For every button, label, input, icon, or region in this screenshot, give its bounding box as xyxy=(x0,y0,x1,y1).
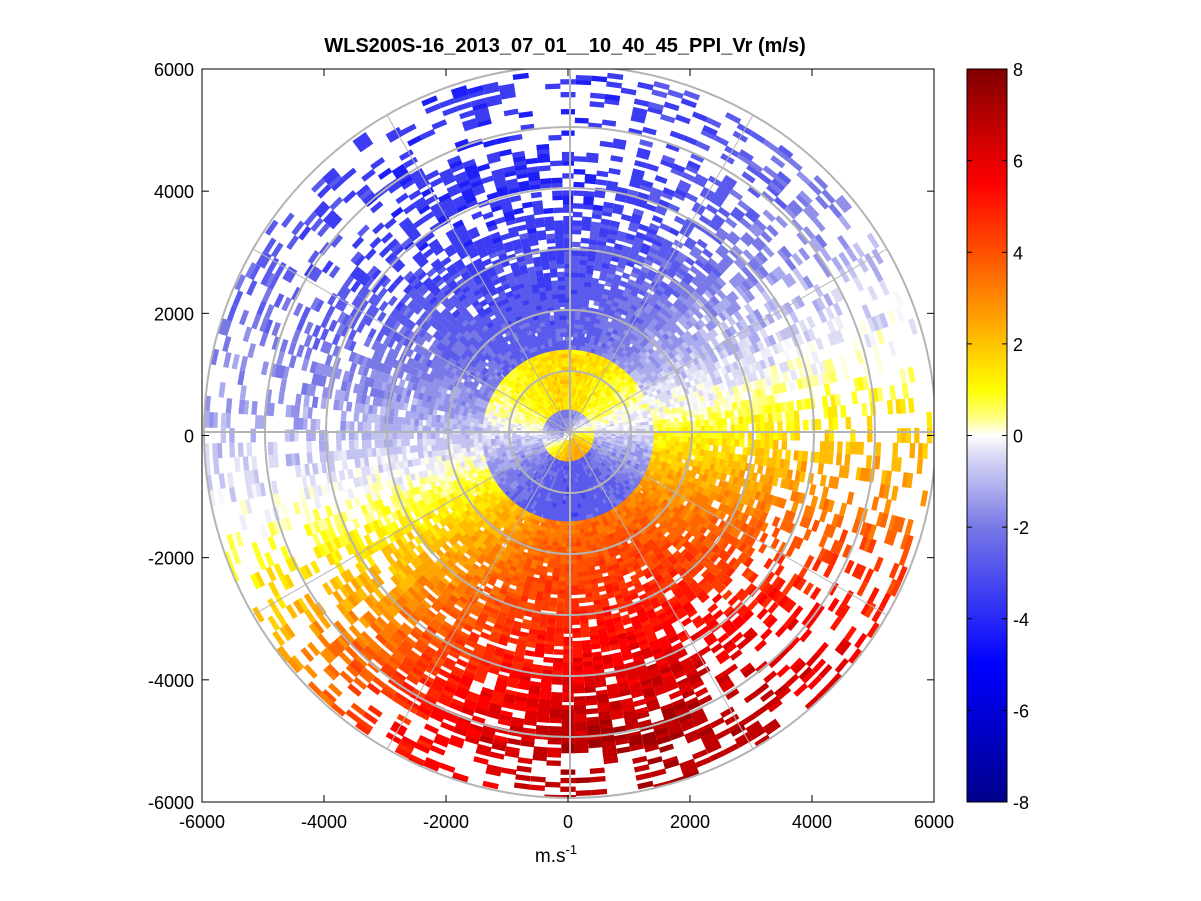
chart-title: WLS200S-16_2013_07_01__10_40_45_PPI_Vr (… xyxy=(324,35,805,57)
velocity-cell xyxy=(571,589,579,596)
velocity-cell xyxy=(721,418,728,426)
velocity-cell xyxy=(550,280,559,287)
velocity-cells xyxy=(204,72,933,798)
velocity-cell xyxy=(417,432,423,439)
velocity-cell xyxy=(577,588,586,595)
velocity-cell xyxy=(550,588,559,595)
velocity-cell xyxy=(712,444,719,453)
velocity-cell xyxy=(417,451,425,459)
velocity-cell xyxy=(417,438,423,446)
